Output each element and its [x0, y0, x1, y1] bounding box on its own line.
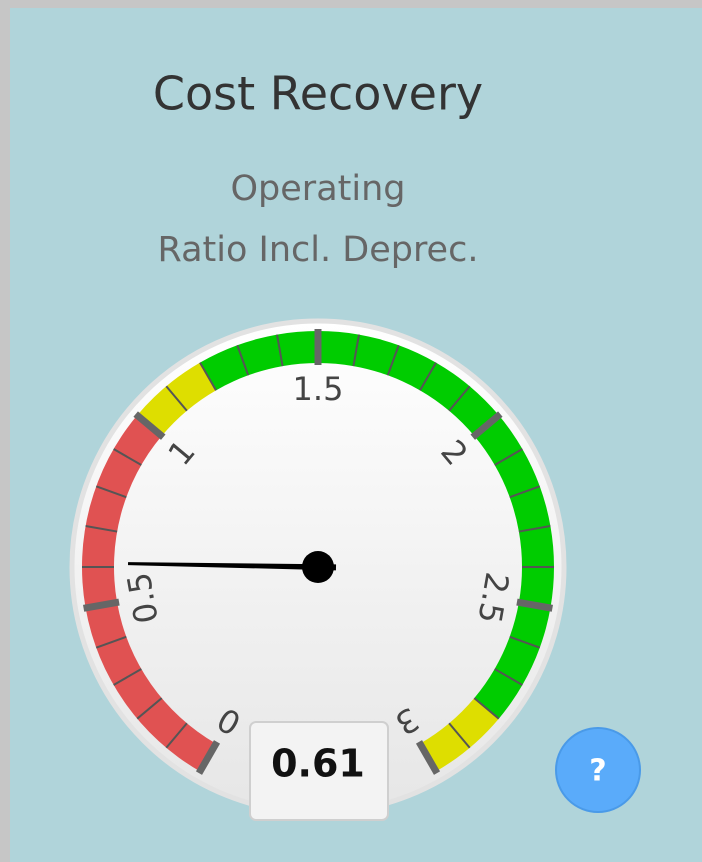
frame-left: [0, 0, 10, 862]
gauge: 00.511.522.53: [81, 329, 554, 775]
tick-label: 1.5: [293, 370, 344, 408]
help-button-label[interactable]: ?: [589, 754, 606, 789]
minor-tick: [136, 697, 163, 720]
title: Cost Recovery: [153, 67, 483, 121]
minor-tick: [509, 635, 541, 649]
needle-hub: [302, 551, 334, 583]
value-box: [249, 721, 389, 821]
needle: [128, 562, 337, 571]
minor-tick: [165, 722, 188, 749]
minor-tick: [85, 525, 118, 533]
frame-top: [0, 0, 702, 8]
minor-tick: [95, 635, 127, 649]
minor-tick: [419, 362, 437, 391]
major-tick: [415, 740, 441, 775]
tick-label: 0.5: [120, 570, 166, 627]
tick-label: 2.5: [470, 570, 516, 627]
minor-tick: [448, 385, 471, 412]
minor-tick: [276, 334, 284, 367]
subtitle: Ratio Incl. Deprec.: [158, 230, 479, 270]
minor-tick: [165, 385, 188, 412]
minor-tick: [236, 344, 250, 376]
minor-tick: [95, 485, 127, 499]
minor-tick: [113, 448, 142, 466]
help-button[interactable]: [555, 727, 641, 813]
minor-tick: [509, 485, 541, 499]
major-tick: [83, 598, 120, 612]
subtitle: Operating: [231, 169, 406, 209]
major-tick: [133, 411, 166, 440]
minor-tick: [518, 525, 551, 533]
gauge-band: [200, 331, 554, 719]
value-label: 0.61: [271, 742, 365, 786]
gauge-band: [81, 415, 216, 772]
major-tick: [470, 411, 503, 440]
minor-tick: [199, 362, 217, 391]
minor-tick: [494, 668, 523, 686]
minor-tick: [352, 334, 360, 367]
minor-tick: [473, 697, 500, 720]
minor-tick: [494, 448, 523, 466]
needle-shaft: [128, 562, 337, 571]
major-tick: [195, 740, 221, 775]
major-tick: [516, 598, 553, 612]
minor-tick: [386, 344, 400, 376]
minor-tick: [113, 668, 142, 686]
minor-tick: [448, 722, 471, 749]
